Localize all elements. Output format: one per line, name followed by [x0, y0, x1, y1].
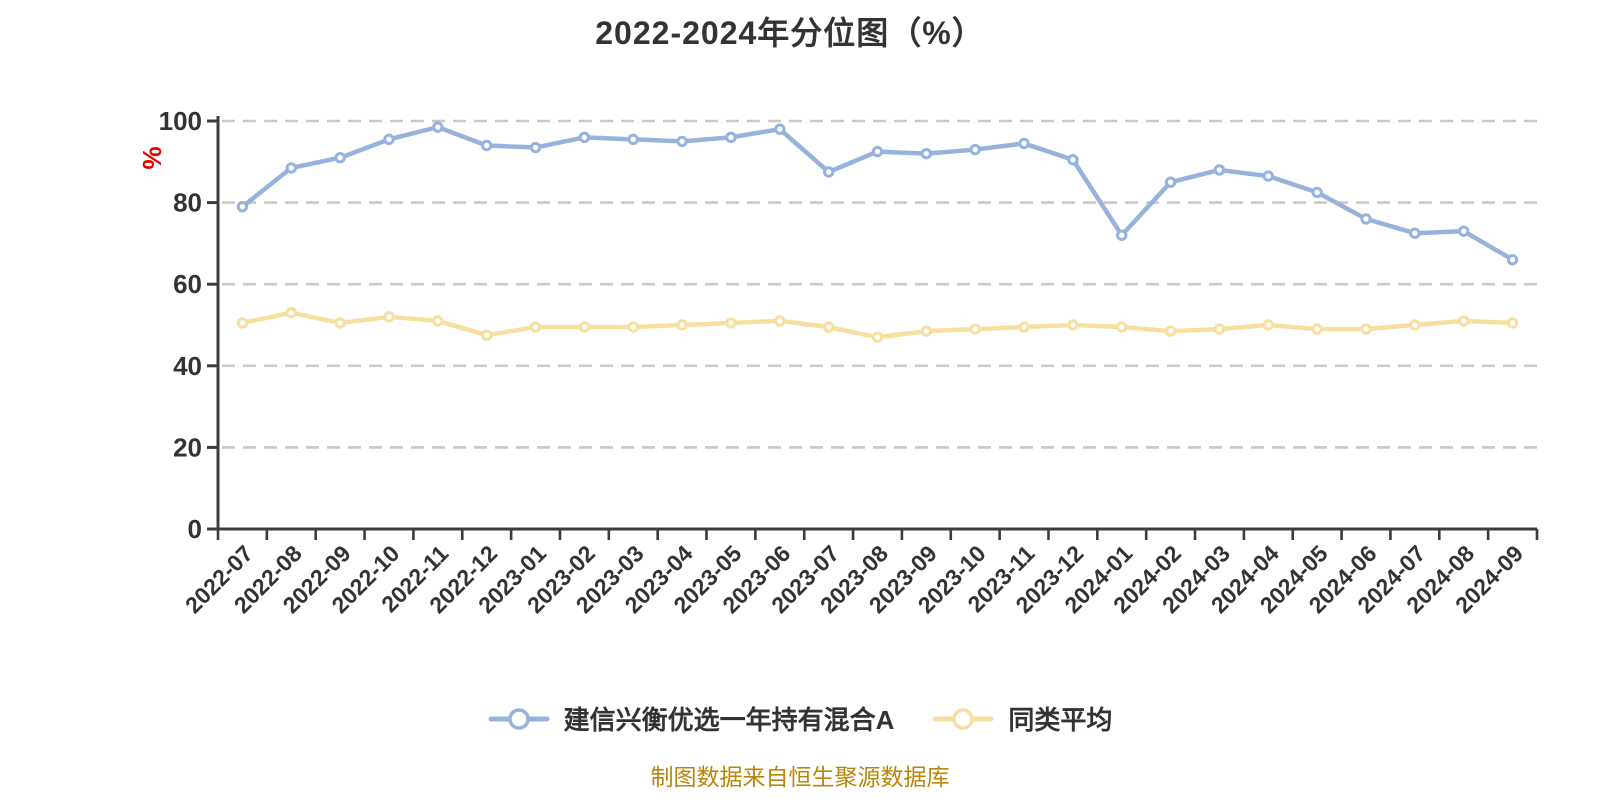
legend-item-category-average[interactable]: 同类平均	[932, 700, 1112, 737]
y-axis-label: 40	[173, 351, 202, 381]
y-axis-label: 0	[188, 514, 202, 544]
data-point-category-average	[1506, 317, 1519, 329]
data-point-category-average	[1067, 319, 1079, 331]
y-axis-label: 60	[173, 269, 202, 299]
data-point-category-average	[871, 331, 884, 343]
data-point-fund	[529, 141, 542, 154]
chart-title: 2022-2024年分位图（%）	[595, 15, 985, 51]
data-point-category-average	[383, 311, 395, 323]
data-point-fund	[480, 139, 493, 152]
data-point-fund	[1067, 154, 1079, 166]
data-point-fund	[1116, 229, 1128, 241]
data-point-category-average	[920, 325, 933, 337]
y-axis-label: 20	[173, 432, 202, 462]
data-point-fund	[627, 133, 639, 146]
data-point-fund	[920, 147, 933, 160]
legend-line-marker-icon	[932, 707, 994, 730]
data-point-fund	[676, 135, 688, 148]
data-point-fund	[774, 123, 786, 135]
data-point-category-average	[578, 321, 591, 333]
data-source-note: 制图数据来自恒生聚源数据库	[650, 764, 950, 790]
data-point-category-average	[529, 321, 542, 333]
data-point-fund	[334, 152, 346, 164]
data-point-fund	[1409, 227, 1421, 239]
data-point-fund	[725, 131, 737, 144]
y-axis-unit-label: %	[137, 146, 167, 169]
data-point-category-average	[1262, 319, 1275, 331]
legend: 建信兴衡优选一年持有混合A 同类平均	[0, 700, 1600, 737]
data-point-category-average	[334, 317, 346, 329]
data-point-category-average	[432, 315, 444, 327]
data-point-category-average	[822, 321, 835, 333]
data-point-fund	[1018, 137, 1030, 150]
data-point-category-average	[1311, 323, 1323, 335]
data-point-category-average	[1458, 315, 1470, 327]
data-point-category-average	[1360, 323, 1372, 335]
y-axis-label: 80	[173, 188, 202, 218]
data-point-fund	[1262, 170, 1275, 182]
data-point-category-average	[725, 317, 737, 329]
data-point-fund	[1213, 164, 1226, 176]
data-point-category-average	[627, 321, 639, 333]
data-point-category-average	[1164, 325, 1177, 337]
y-axis-label: 100	[159, 106, 202, 136]
data-point-fund	[578, 131, 591, 144]
data-point-category-average	[480, 329, 493, 341]
data-point-fund	[1360, 213, 1372, 225]
data-point-category-average	[676, 319, 688, 331]
data-point-category-average	[1018, 321, 1030, 333]
data-point-category-average	[285, 307, 297, 319]
data-point-fund	[236, 200, 249, 213]
legend-label-category-average: 同类平均	[1008, 705, 1113, 735]
data-point-fund	[1311, 186, 1323, 199]
data-point-fund	[871, 145, 884, 158]
data-point-fund	[383, 133, 395, 146]
data-point-fund	[969, 143, 981, 156]
legend-label-fund: 建信兴衡优选一年持有混合A	[563, 705, 895, 735]
data-point-category-average	[1213, 323, 1226, 335]
data-point-fund	[1164, 176, 1177, 188]
data-point-category-average	[774, 315, 786, 327]
legend-item-fund[interactable]: 建信兴衡优选一年持有混合A	[488, 700, 895, 737]
data-point-fund	[285, 162, 297, 174]
data-point-fund	[432, 121, 444, 133]
legend-line-marker-icon	[488, 707, 550, 730]
data-point-fund	[1458, 225, 1470, 237]
data-point-fund	[822, 166, 835, 178]
data-point-fund	[1506, 254, 1519, 266]
data-point-category-average	[1409, 319, 1421, 331]
plot-area: 0204060801002022-072022-082022-092022-10…	[137, 106, 1539, 618]
data-point-category-average	[1116, 321, 1128, 333]
data-point-category-average	[236, 317, 249, 329]
data-point-category-average	[969, 323, 981, 335]
